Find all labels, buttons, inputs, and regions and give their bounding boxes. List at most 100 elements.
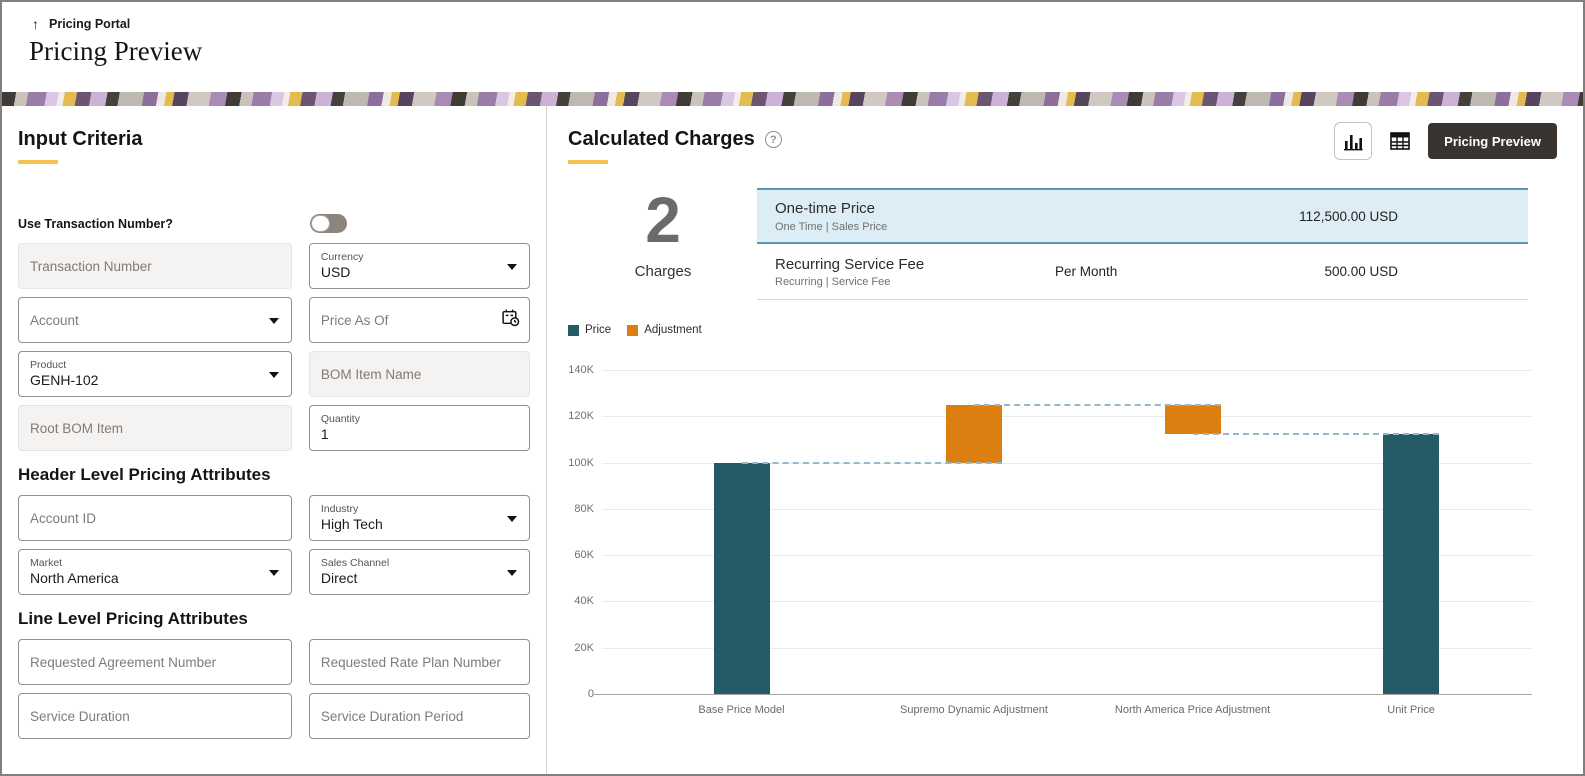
charge-row-one-time[interactable]: One-time Price One Time | Sales Price 11…	[757, 188, 1528, 244]
chevron-down-icon	[507, 516, 517, 522]
charges-count-block: 2 Charges	[588, 184, 738, 280]
y-axis-tick-label: 0	[587, 688, 594, 700]
service-duration-field[interactable]	[18, 693, 292, 739]
y-axis-tick-label: 100K	[568, 456, 594, 469]
sales-channel-label: Sales Channel	[320, 556, 390, 569]
use-transaction-label: Use Transaction Number?	[18, 216, 173, 231]
x-axis-line	[594, 694, 1532, 695]
breadcrumb-label: Pricing Portal	[49, 17, 131, 31]
chart-bar-base-price-model[interactable]	[713, 462, 770, 694]
waterfall-chart: 0 20K 40K 60K 80K 100K 120K 140K Base Price Mode…	[568, 364, 1532, 716]
requested-agreement-number-field[interactable]	[18, 639, 292, 685]
legend-label: Adjustment	[644, 324, 702, 336]
price-as-of-field[interactable]	[308, 297, 530, 343]
charge-name: Recurring Service Fee	[775, 255, 925, 273]
price-swatch-icon	[568, 324, 579, 336]
transaction-number-input	[30, 258, 280, 274]
chart-bar-north-america-price-adjustment[interactable]	[1164, 404, 1221, 434]
y-axis-tick-label: 60K	[574, 549, 594, 562]
root-bom-item-input	[30, 420, 280, 436]
app-header: ↑ Pricing Portal Pricing Preview	[2, 2, 1583, 92]
account-placeholder: Account	[30, 312, 79, 328]
service-duration-period-field[interactable]	[308, 693, 530, 739]
market-select[interactable]: Market North America	[18, 549, 292, 595]
root-bom-item-field	[18, 405, 292, 451]
accent-bar	[568, 160, 608, 164]
charge-name: One-time Price	[775, 200, 876, 218]
chart-bar-supremo-dynamic-adjustment[interactable]	[946, 404, 1002, 463]
sales-channel-value: Direct	[320, 569, 358, 586]
chart-view-button[interactable]	[1334, 122, 1373, 160]
requested-rate-plan-number-field[interactable]	[308, 639, 530, 685]
header-attributes-heading: Header Level Pricing Attributes	[18, 465, 271, 484]
industry-select[interactable]: Industry High Tech	[308, 495, 530, 541]
legend-item-price: Price	[568, 324, 611, 336]
requested-rate-plan-number-input[interactable]	[320, 654, 518, 670]
table-view-button[interactable]	[1384, 122, 1417, 160]
charge-amount: 500.00 USD	[1324, 264, 1398, 279]
account-id-field[interactable]	[18, 495, 292, 541]
charges-count: 2	[645, 184, 681, 256]
legend-item-adjustment: Adjustment	[627, 324, 702, 336]
gridline	[602, 647, 1532, 649]
breadcrumb[interactable]: ↑ Pricing Portal	[32, 16, 130, 32]
calendar-clock-icon[interactable]	[501, 308, 520, 332]
x-axis-category-label: North America Price Adjustment	[1114, 704, 1271, 716]
currency-select[interactable]: Currency USD	[308, 243, 530, 289]
charge-subtitle: Recurring | Service Fee	[775, 276, 891, 289]
charge-frequency: Per Month	[1055, 264, 1118, 279]
pricing-preview-button[interactable]: Pricing Preview	[1428, 123, 1557, 159]
gridline	[602, 555, 1532, 557]
adjustment-swatch-icon	[627, 324, 639, 336]
input-criteria-heading: Input Criteria	[18, 128, 143, 150]
quantity-field[interactable]: Quantity 1	[308, 405, 530, 451]
chevron-down-icon	[507, 570, 517, 576]
industry-value: High Tech	[320, 515, 383, 532]
input-criteria-panel: Input Criteria Use Transaction Number? C…	[2, 106, 547, 774]
y-axis-tick-label: 140K	[568, 364, 594, 376]
chevron-down-icon	[268, 318, 279, 324]
legend-label: Price	[585, 324, 612, 336]
x-axis-category-label: Base Price Model	[698, 704, 785, 716]
back-up-arrow-icon: ↑	[32, 16, 39, 32]
market-label: Market	[30, 556, 63, 569]
charges-toolbar: Pricing Preview	[1334, 122, 1557, 160]
sales-channel-select[interactable]: Sales Channel Direct	[308, 549, 530, 595]
product-select[interactable]: Product GENH-102	[18, 351, 292, 397]
gridline	[602, 601, 1532, 603]
toggle-knob	[311, 215, 330, 232]
page-title: Pricing Preview	[29, 36, 203, 66]
requested-agreement-number-input[interactable]	[30, 654, 280, 670]
chevron-down-icon	[507, 264, 517, 270]
y-axis-tick-label: 40K	[574, 595, 594, 608]
use-transaction-toggle[interactable]	[310, 214, 347, 233]
gridline	[602, 508, 1532, 510]
charge-row-recurring[interactable]: Recurring Service Fee Recurring | Servic…	[757, 244, 1528, 300]
gridline	[602, 370, 1532, 371]
table-grid-icon	[1390, 132, 1410, 150]
service-duration-input[interactable]	[30, 708, 280, 724]
waterfall-connector-line	[741, 461, 1002, 464]
chevron-down-icon	[268, 570, 279, 576]
product-value: GENH-102	[30, 371, 99, 388]
waterfall-connector-line	[1192, 432, 1440, 435]
charge-subtitle: One Time | Sales Price	[775, 220, 888, 233]
help-icon[interactable]: ?	[764, 131, 782, 148]
chevron-down-icon	[268, 372, 279, 378]
account-id-input[interactable]	[30, 510, 280, 526]
quantity-value: 1	[320, 425, 329, 442]
decorative-stripe	[2, 92, 1583, 106]
bom-item-name-field	[308, 351, 530, 397]
bar-chart-icon	[1344, 135, 1363, 151]
x-axis-category-label: Supremo Dynamic Adjustment	[900, 704, 1048, 716]
account-select[interactable]: Account	[18, 297, 292, 343]
chart-bar-unit-price[interactable]	[1383, 433, 1440, 694]
chart-legend: Price Adjustment	[568, 324, 702, 336]
currency-label: Currency	[320, 250, 364, 263]
y-axis-tick-label: 120K	[568, 410, 594, 423]
charge-amount: 112,500.00 USD	[1299, 208, 1398, 224]
gridline	[602, 462, 1532, 464]
service-duration-period-input[interactable]	[320, 708, 518, 724]
price-as-of-input[interactable]	[320, 312, 501, 328]
